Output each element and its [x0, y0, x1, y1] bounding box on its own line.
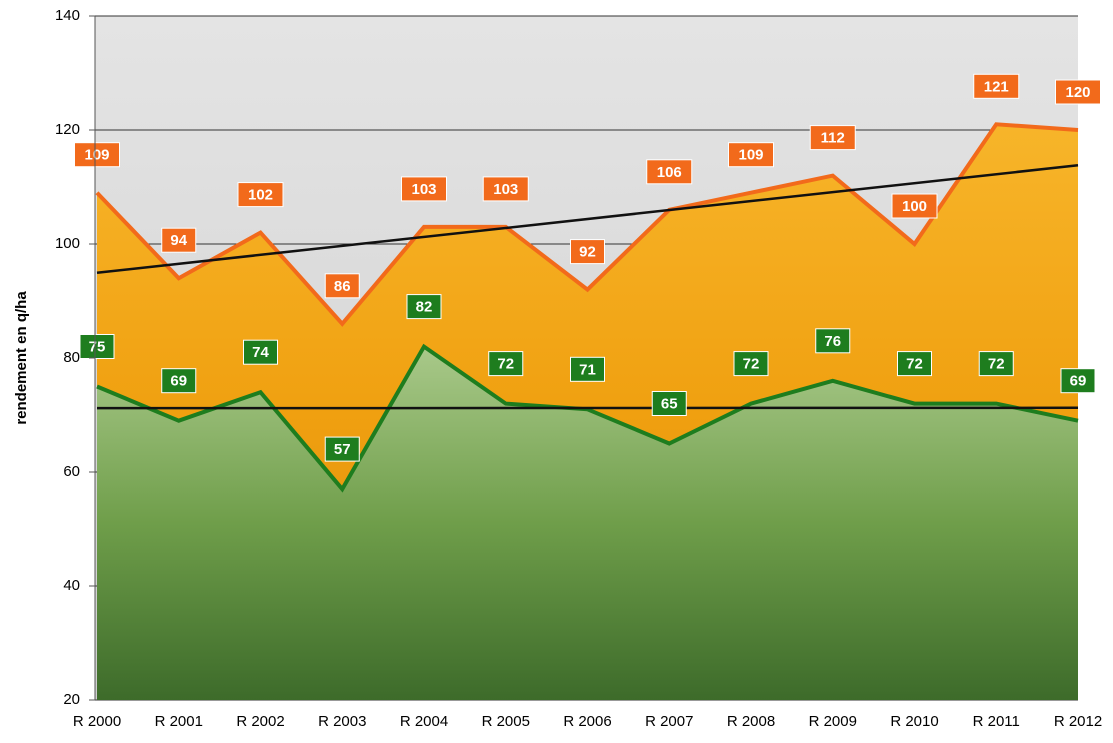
data-label: 76 [824, 333, 841, 350]
y-tick-label: 60 [63, 463, 80, 480]
x-tick-label: R 2009 [809, 713, 857, 730]
data-label: 57 [334, 441, 351, 458]
y-tick-label: 80 [63, 349, 80, 366]
y-tick-label: 100 [55, 235, 80, 252]
data-label: 65 [661, 395, 678, 412]
data-label: 86 [334, 278, 351, 295]
y-tick-label: 120 [55, 121, 80, 138]
data-label: 72 [497, 356, 514, 373]
x-tick-label: R 2007 [645, 713, 693, 730]
x-tick-label: R 2010 [890, 713, 938, 730]
x-tick-label: R 2006 [563, 713, 611, 730]
data-label: 120 [1065, 84, 1090, 101]
x-tick-label: R 2002 [236, 713, 284, 730]
data-label: 72 [743, 356, 760, 373]
y-tick-label: 40 [63, 577, 80, 594]
data-label: 74 [252, 344, 269, 361]
data-label: 72 [906, 356, 923, 373]
y-tick-label: 20 [63, 691, 80, 708]
data-label: 103 [493, 181, 518, 198]
data-label: 121 [984, 78, 1009, 95]
data-label: 69 [170, 373, 187, 390]
x-tick-label: R 2000 [73, 713, 121, 730]
y-axis-label: rendement en q/ha [13, 291, 30, 425]
x-tick-label: R 2011 [973, 713, 1020, 730]
data-label: 102 [248, 187, 273, 204]
data-label: 71 [579, 361, 596, 378]
data-label: 92 [579, 244, 596, 261]
data-label: 109 [84, 147, 109, 164]
data-label: 82 [416, 299, 433, 316]
y-tick-label: 140 [55, 7, 80, 24]
x-tick-label: R 2005 [482, 713, 530, 730]
data-label: 103 [411, 181, 436, 198]
x-tick-label: R 2004 [400, 713, 448, 730]
x-tick-label: R 2003 [318, 713, 366, 730]
data-label: 94 [170, 232, 187, 249]
data-label: 100 [902, 198, 927, 215]
data-label: 72 [988, 356, 1005, 373]
x-tick-label: R 2012 [1054, 713, 1102, 730]
data-label: 106 [657, 164, 682, 181]
data-label: 75 [89, 338, 106, 355]
data-label: 112 [821, 130, 845, 147]
x-tick-label: R 2001 [155, 713, 203, 730]
x-tick-label: R 2008 [727, 713, 775, 730]
data-label: 109 [738, 147, 763, 164]
data-label: 69 [1070, 373, 1087, 390]
